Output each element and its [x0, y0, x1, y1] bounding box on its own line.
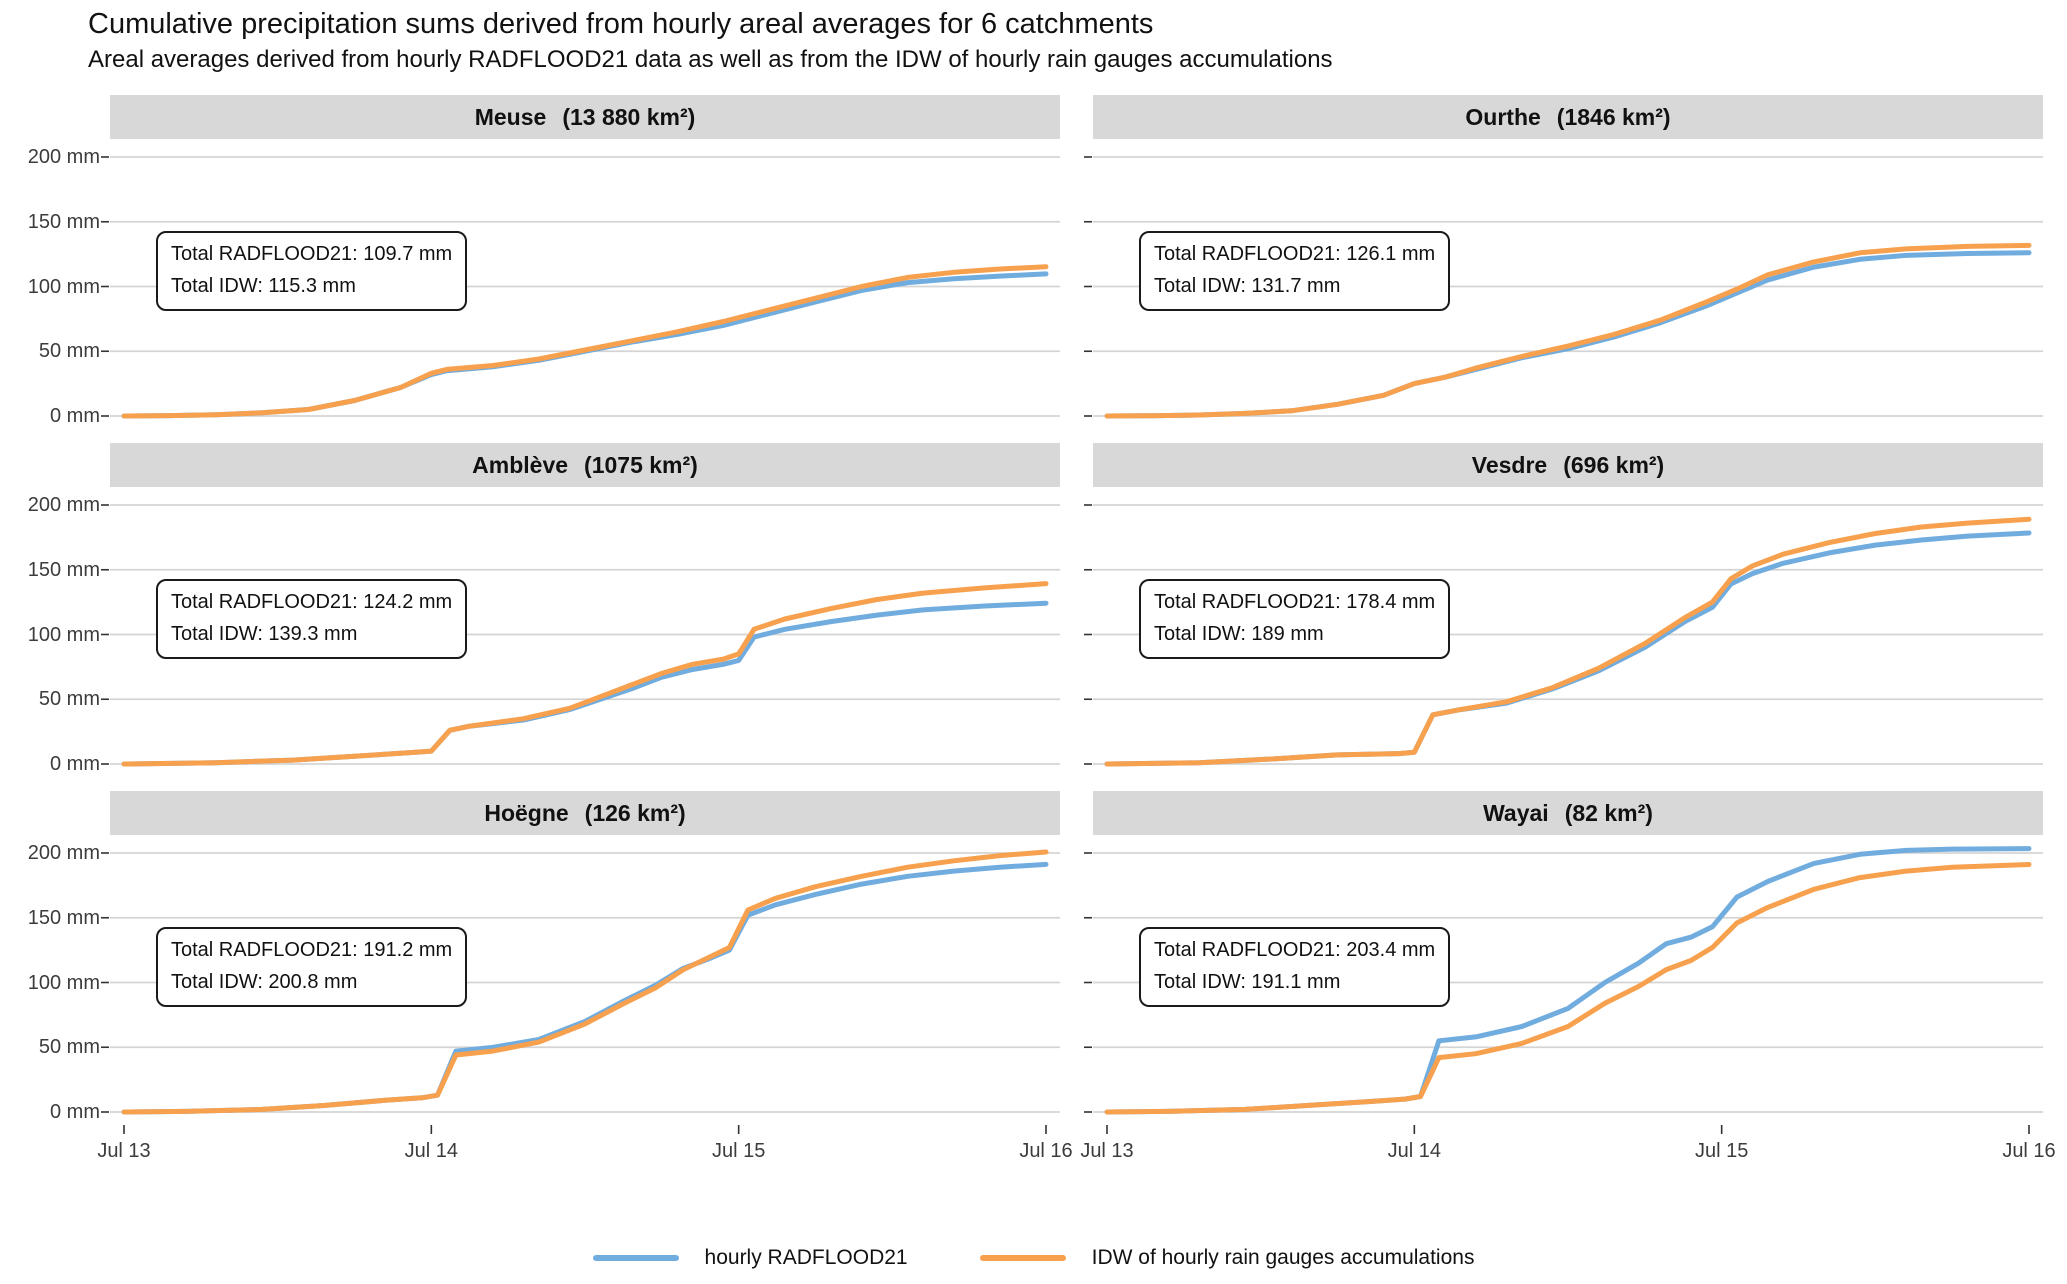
y-tick-label: 200 mm	[27, 494, 100, 516]
facet-panel-wayai: Wayai (82 km²) Total RADFLOOD21: 203.4 mm T…	[1084, 791, 2043, 1134]
total-radflood21-text: Total RADFLOOD21: 178.4 mm	[1154, 591, 1436, 613]
facet-strip: Amblève (1075 km²)	[110, 443, 1060, 487]
plot-svg	[101, 504, 1060, 767]
totals-annotation-box: Total RADFLOOD21: 124.2 mm Total IDW: 139…	[156, 579, 468, 659]
facet-title: Vesdre	[1471, 451, 1548, 478]
total-radflood21-text: Total RADFLOOD21: 109.7 mm	[171, 243, 453, 265]
idw-line-swatch	[979, 1255, 1066, 1261]
legend-item-idw: IDW of hourly rain gauges accumulations	[979, 1246, 1475, 1270]
facet-title: Ourthe	[1465, 103, 1541, 130]
series-line-idw	[121, 264, 1049, 419]
facet-strip: Wayai (82 km²)	[1093, 791, 2043, 835]
total-radflood21-text: Total RADFLOOD21: 126.1 mm	[1154, 243, 1436, 265]
x-tick-label: Jul 13	[97, 1140, 151, 1162]
facet-panel-vesdre: Vesdre (696 km²) Total RADFLOOD21: 178.4 m…	[1084, 443, 2043, 777]
legend-item-radflood21: hourly RADFLOOD21	[592, 1246, 908, 1270]
series-line-idw	[1104, 862, 2032, 1115]
series-line-idw	[1104, 242, 2032, 419]
totals-annotation-box: Total RADFLOOD21: 109.7 mm Total IDW: 115…	[156, 231, 468, 311]
y-tick-label: 150 mm	[27, 906, 100, 929]
facet-area-label: (696 km²)	[1563, 451, 1665, 478]
facet-area-label: (126 km²)	[584, 799, 686, 826]
total-idw-text: Total IDW: 191.1 mm	[1154, 971, 1341, 993]
y-tick-label: 0 mm	[50, 405, 100, 427]
y-tick-label: 100 mm	[27, 623, 100, 646]
facet-title: Wayai	[1483, 799, 1549, 826]
total-idw-text: Total IDW: 115.3 mm	[171, 275, 356, 297]
y-tick-label: 0 mm	[50, 753, 100, 775]
chart-subtitle: Areal averages derived from hourly RADFL…	[88, 46, 1333, 73]
y-tick-label: 150 mm	[27, 210, 100, 233]
facet-strip: Meuse (13 880 km²)	[110, 95, 1060, 139]
legend-label-radflood21: hourly RADFLOOD21	[704, 1246, 908, 1269]
x-tick-label: Jul 16	[2002, 1140, 2056, 1162]
x-tick-label: Jul 14	[1387, 1140, 1442, 1162]
plot-svg	[1084, 846, 2043, 1134]
total-radflood21-text: Total RADFLOOD21: 191.2 mm	[171, 939, 453, 961]
facet-panel-ourthe: Ourthe (1846 km²) Total RADFLOOD21: 126.1 …	[1084, 95, 2043, 429]
y-tick-label: 50 mm	[38, 340, 100, 363]
facet-panel-hoëgne: Hoëgne (126 km²) Total RADFLOOD21: 191.2 m…	[101, 791, 1060, 1134]
total-radflood21-text: Total RADFLOOD21: 203.4 mm	[1154, 939, 1436, 961]
total-idw-text: Total IDW: 189 mm	[1154, 623, 1324, 645]
total-idw-text: Total IDW: 200.8 mm	[171, 971, 358, 993]
total-idw-text: Total IDW: 139.3 mm	[171, 623, 358, 645]
total-idw-text: Total IDW: 131.7 mm	[1154, 275, 1341, 297]
totals-annotation-box: Total RADFLOOD21: 203.4 mm Total IDW: 191…	[1139, 927, 1451, 1007]
x-tick-label: Jul 13	[1080, 1140, 1134, 1162]
y-tick-label: 200 mm	[27, 842, 100, 864]
totals-annotation-box: Total RADFLOOD21: 191.2 mm Total IDW: 200…	[156, 927, 468, 1007]
facet-area-label: (1846 km²)	[1556, 103, 1671, 130]
facet-strip: Vesdre (696 km²)	[1093, 443, 2043, 487]
facet-title: Meuse	[474, 103, 547, 130]
series-line-idw	[121, 581, 1049, 767]
x-tick-label: Jul 16	[1019, 1140, 1073, 1162]
totals-annotation-box: Total RADFLOOD21: 126.1 mm Total IDW: 131…	[1139, 231, 1451, 311]
series-line-idw	[121, 849, 1049, 1115]
facet-panel-amblève: Amblève (1075 km²) Total RADFLOOD21: 124.2…	[101, 443, 1060, 777]
facet-title: Amblève	[472, 451, 569, 478]
total-radflood21-text: Total RADFLOOD21: 124.2 mm	[171, 591, 453, 613]
legend-label-idw: IDW of hourly rain gauges accumulations	[1091, 1246, 1475, 1269]
facet-area-label: (1075 km²)	[584, 451, 698, 478]
facet-panel-meuse: Meuse (13 880 km²) Total RADFLOOD21: 109.7…	[101, 95, 1060, 429]
facet-area-label: (82 km²)	[1564, 799, 1653, 826]
y-tick-label: 50 mm	[38, 688, 100, 711]
radflood21-line-swatch	[592, 1255, 679, 1261]
facet-title: Hoëgne	[484, 799, 569, 826]
y-tick-label: 200 mm	[27, 146, 100, 168]
x-tick-label: Jul 15	[1694, 1140, 1749, 1162]
totals-annotation-box: Total RADFLOOD21: 178.4 mm Total IDW: 189…	[1139, 579, 1451, 659]
series-line-idw	[1104, 516, 2032, 767]
x-tick-label: Jul 14	[404, 1140, 459, 1162]
y-tick-label: 150 mm	[27, 558, 100, 581]
facet-strip: Hoëgne (126 km²)	[110, 791, 1060, 835]
y-tick-label: 50 mm	[38, 1036, 100, 1059]
y-tick-label: 100 mm	[27, 275, 100, 298]
x-tick-label: Jul 15	[711, 1140, 766, 1162]
plot-svg	[101, 849, 1060, 1134]
legend: hourly RADFLOOD21 IDW of hourly rain gau…	[0, 1236, 2067, 1280]
y-tick-label: 100 mm	[27, 971, 100, 994]
chart-title: Cumulative precipitation sums derived fr…	[88, 8, 1154, 40]
facet-strip: Ourthe (1846 km²)	[1093, 95, 2043, 139]
facet-area-label: (13 880 km²)	[562, 103, 696, 130]
y-tick-label: 0 mm	[50, 1101, 100, 1123]
plot-svg	[1084, 156, 2043, 419]
